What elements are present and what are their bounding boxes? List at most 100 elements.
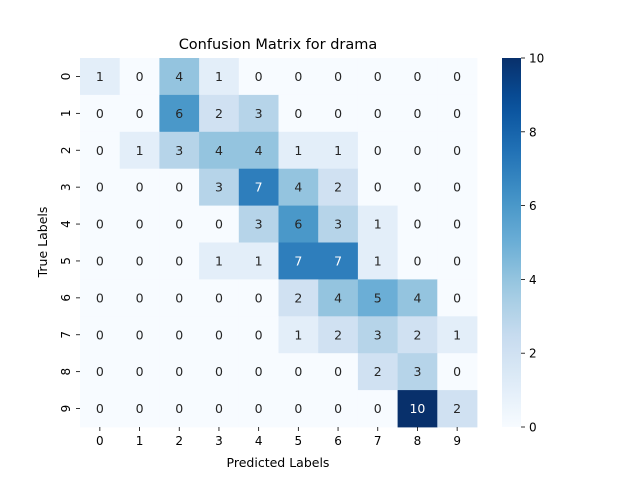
heatmap-cell-r7-c5 — [278, 316, 319, 354]
cell-value-r0-c1: 0 — [136, 69, 144, 84]
cell-value-r6-c9: 0 — [453, 290, 461, 305]
heatmap-cell-r2-c1 — [119, 131, 160, 170]
heatmap-cell-r7-c3 — [199, 316, 240, 354]
heatmap-cell-r8-c0 — [80, 353, 121, 391]
heatmap-cell-r6-c8 — [397, 279, 438, 317]
cell-value-r3-c4: 7 — [255, 180, 263, 195]
cell-value-r3-c9: 0 — [453, 180, 461, 195]
heatmap-cell-r8-c8 — [397, 353, 438, 391]
heatmap-cell-r3-c6 — [318, 168, 359, 206]
cell-value-r2-c7: 0 — [374, 143, 382, 158]
cell-value-r2-c6: 1 — [334, 143, 342, 158]
cell-value-r0-c9: 0 — [453, 69, 461, 84]
cell-value-r9-c7: 0 — [374, 401, 382, 416]
cell-value-r7-c2: 0 — [175, 327, 183, 342]
cell-value-r1-c6: 0 — [334, 106, 342, 121]
colorbar-tick-label-0: 0 — [529, 421, 537, 435]
heatmap-cell-r1-c9 — [437, 94, 478, 133]
cell-value-r2-c9: 0 — [453, 143, 461, 158]
heatmap-cell-r0-c3 — [199, 58, 240, 96]
cell-value-r1-c9: 0 — [453, 106, 461, 121]
colorbar-ticks: 0 2 4 6 8 10 — [521, 52, 544, 435]
y-tick-label-2: 2 — [59, 146, 73, 154]
cell-value-r1-c3: 2 — [215, 106, 223, 121]
cell-value-r4-c2: 0 — [175, 217, 183, 232]
cell-value-r6-c0: 0 — [96, 290, 104, 305]
heatmap-cell-r8-c2 — [159, 353, 200, 391]
heatmap-cell-r9-c8 — [397, 390, 438, 428]
heatmap-cell-r4-c6 — [318, 205, 359, 243]
cell-value-r8-c7: 2 — [374, 364, 382, 379]
heatmap-cell-r2-c0 — [80, 131, 121, 170]
cell-value-r9-c4: 0 — [255, 401, 263, 416]
cell-value-r3-c0: 0 — [96, 180, 104, 195]
cell-value-r7-c4: 0 — [255, 327, 263, 342]
heatmap-cell-r3-c0 — [80, 168, 121, 206]
cell-value-r2-c4: 4 — [255, 143, 263, 158]
cell-value-r2-c0: 0 — [96, 143, 104, 158]
cell-value-r7-c9: 1 — [453, 327, 461, 342]
cell-value-r5-c0: 0 — [96, 253, 104, 268]
heatmap-cell-r9-c5 — [278, 390, 319, 428]
cell-value-r3-c5: 4 — [294, 180, 302, 195]
heatmap-cell-r8-c7 — [357, 353, 398, 391]
x-tick-label-2: 2 — [175, 434, 183, 448]
heatmap-cell-r4-c8 — [397, 205, 438, 243]
heatmap-cell-r9-c2 — [159, 390, 200, 428]
y-tick-label-9: 9 — [59, 405, 73, 413]
heatmap-cell-r1-c6 — [318, 94, 359, 133]
cell-value-r4-c3: 0 — [215, 217, 223, 232]
heatmap-cell-r6-c7 — [357, 279, 398, 317]
cell-value-r6-c5: 2 — [294, 290, 302, 305]
y-tick-label-3: 3 — [59, 183, 73, 191]
heatmap-cell-r4-c3 — [199, 205, 240, 243]
heatmap-cell-r5-c7 — [357, 242, 398, 280]
heatmap-cell-r0-c0 — [80, 58, 121, 96]
heatmap-cell-r1-c8 — [397, 94, 438, 133]
cell-value-r3-c8: 0 — [413, 180, 421, 195]
cell-value-r6-c3: 0 — [215, 290, 223, 305]
heatmap-cell-r3-c7 — [357, 168, 398, 206]
heatmap-cell-r6-c1 — [119, 279, 160, 317]
cell-value-r4-c1: 0 — [136, 217, 144, 232]
cell-value-r2-c8: 0 — [413, 143, 421, 158]
cell-value-r7-c0: 0 — [96, 327, 104, 342]
cell-value-r5-c9: 0 — [453, 253, 461, 268]
heatmap-cell-r3-c9 — [437, 168, 478, 206]
heatmap-cell-r9-c9 — [437, 390, 478, 428]
heatmap-cell-r6-c0 — [80, 279, 121, 317]
colorbar-tick-label-10: 10 — [529, 52, 544, 66]
cell-value-r5-c6: 7 — [334, 253, 342, 268]
cell-value-r0-c2: 4 — [175, 69, 183, 84]
cell-value-r5-c7: 1 — [374, 253, 382, 268]
heatmap-cell-r4-c0 — [80, 205, 121, 243]
heatmap-cell-r9-c0 — [80, 390, 121, 428]
heatmap-cell-r6-c5 — [278, 279, 319, 317]
heatmap-cell-r7-c4 — [238, 316, 279, 354]
heatmap-cell-r0-c2 — [159, 58, 200, 96]
cell-value-r2-c1: 1 — [136, 143, 144, 158]
heatmap-cell-r1-c0 — [80, 94, 121, 133]
heatmap-cell-r1-c4 — [238, 94, 279, 133]
x-axis-label: Predicted Labels — [227, 455, 330, 470]
cell-value-r9-c1: 0 — [136, 401, 144, 416]
cell-value-r7-c5: 1 — [294, 327, 302, 342]
heatmap-cell-r5-c6 — [318, 242, 359, 280]
cell-value-r4-c7: 1 — [374, 217, 382, 232]
heatmap-cell-labels: 1 0 4 1 0 0 0 0 0 00 0 6 2 3 0 0 0 0 00 1 3 4 4 1 1 0 0 00 0 0 3 7 4 2 0 0 0… — [96, 69, 461, 416]
heatmap-cell-r4-c9 — [437, 205, 478, 243]
cell-value-r7-c8: 2 — [413, 327, 421, 342]
x-tick-label-6: 6 — [334, 434, 342, 448]
cell-value-r9-c2: 0 — [175, 401, 183, 416]
cell-value-r5-c3: 1 — [215, 253, 223, 268]
heatmap-cell-r2-c4 — [238, 131, 279, 170]
heatmap-cell-r0-c4 — [238, 58, 279, 96]
cell-value-r1-c0: 0 — [96, 106, 104, 121]
heatmap-cell-r7-c2 — [159, 316, 200, 354]
heatmap-cell-r9-c7 — [357, 390, 398, 428]
heatmap-cell-r3-c1 — [119, 168, 160, 206]
y-tick-label-7: 7 — [59, 331, 73, 339]
cell-value-r6-c6: 4 — [334, 290, 342, 305]
heatmap-cell-r6-c3 — [199, 279, 240, 317]
heatmap-cell-r2-c3 — [199, 131, 240, 170]
